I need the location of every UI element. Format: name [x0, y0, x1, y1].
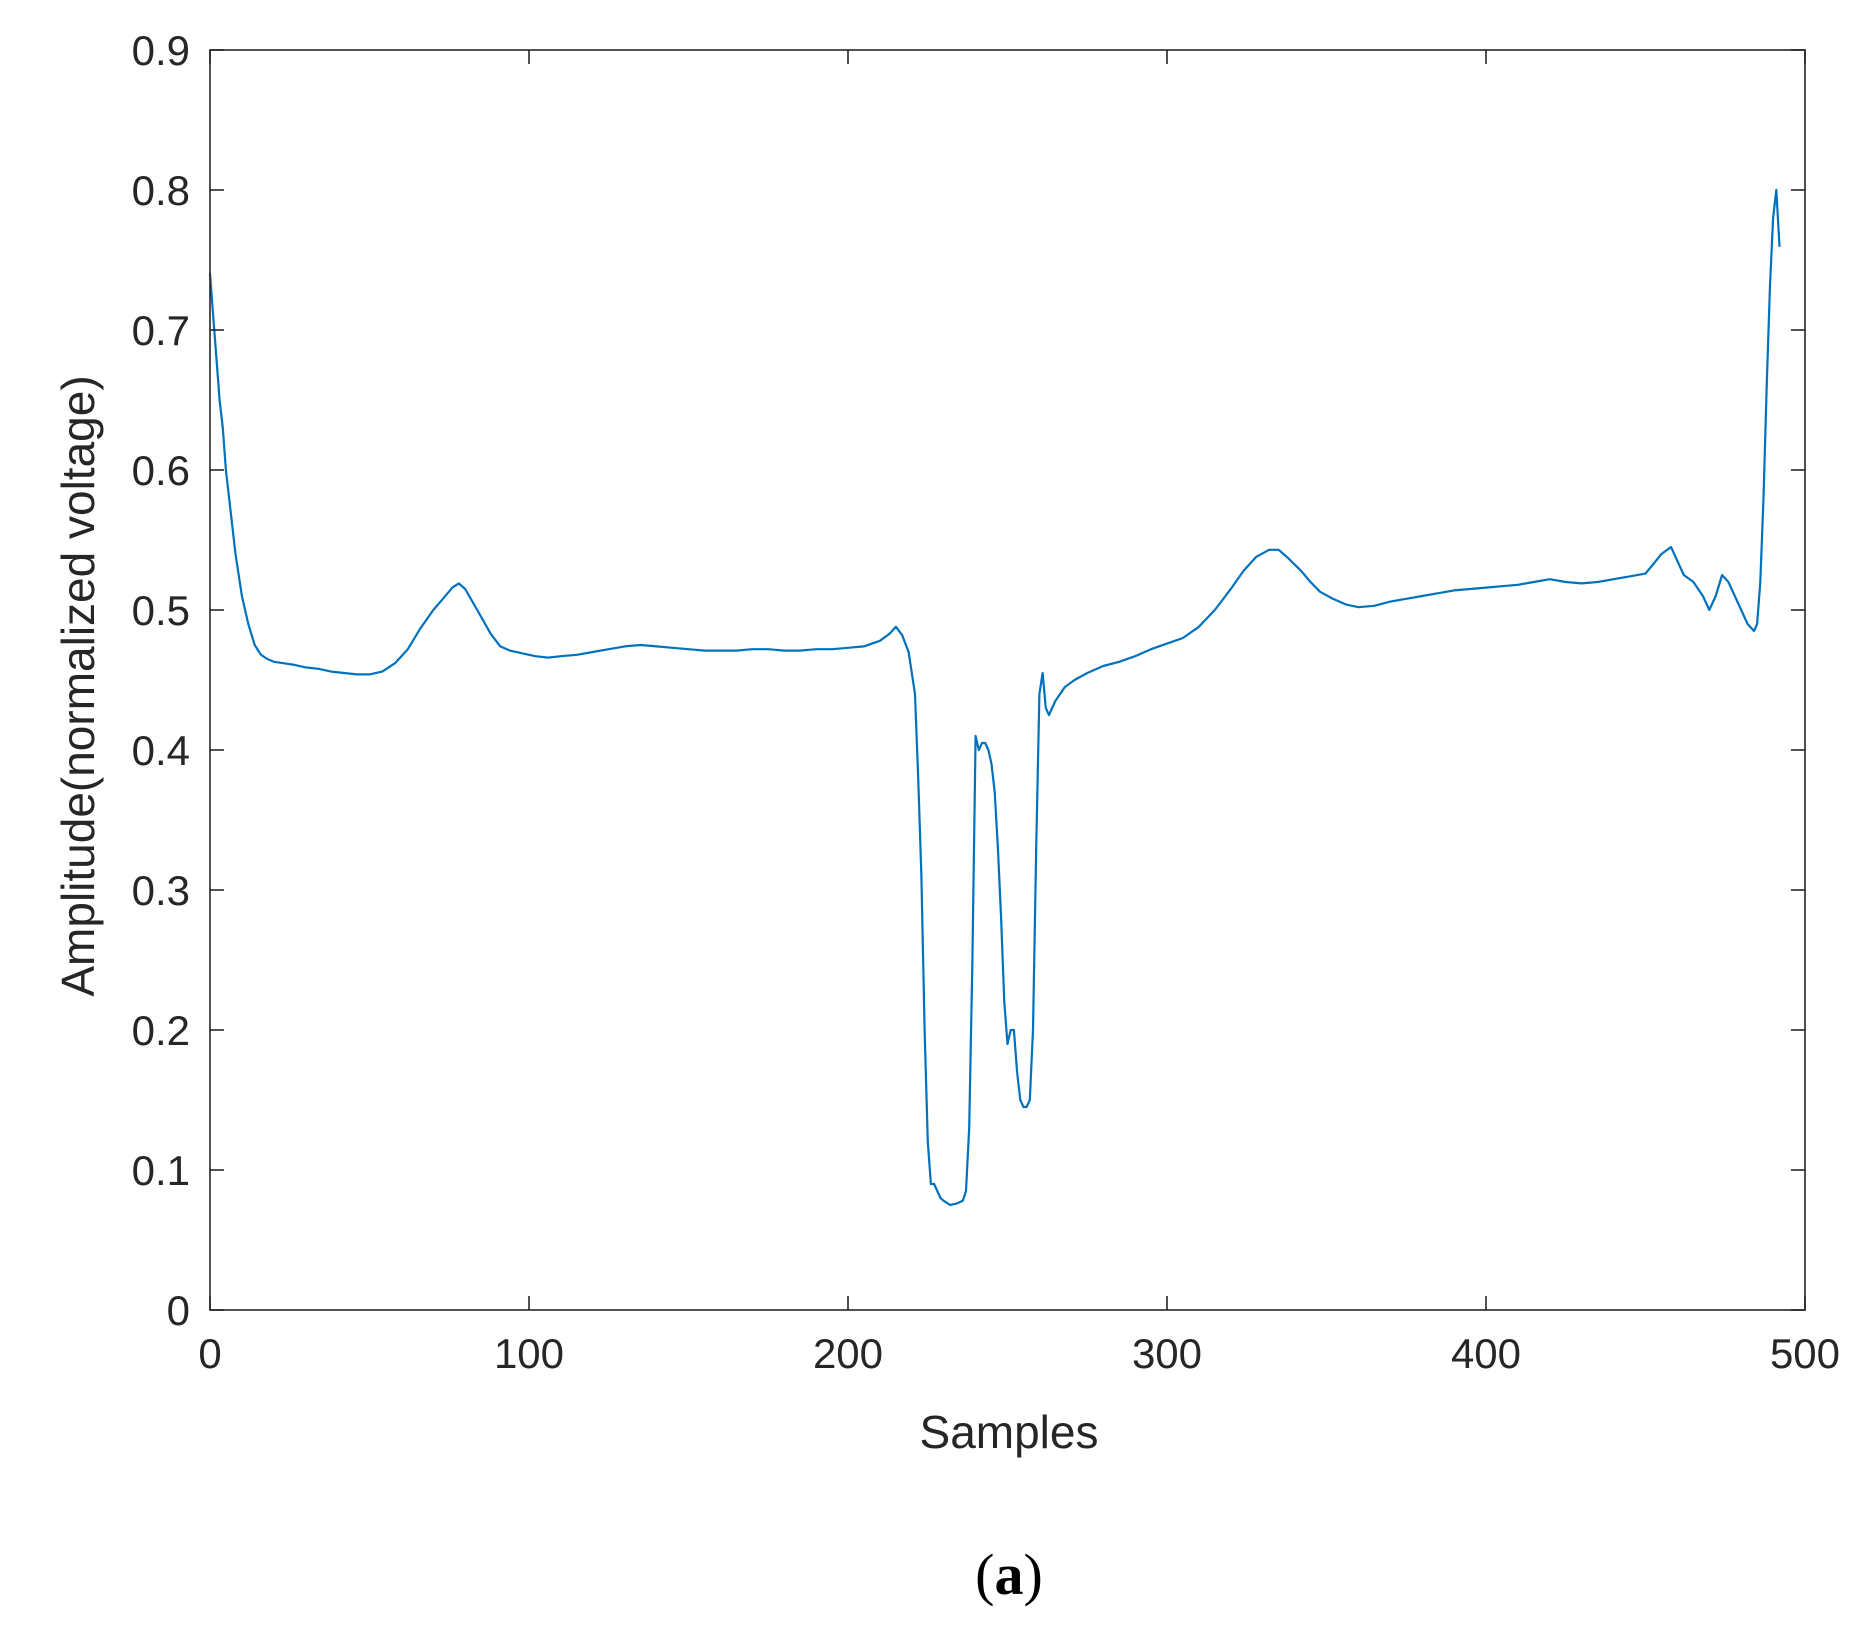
x-tick-label: 200 [813, 1330, 883, 1377]
y-tick-label: 0.4 [132, 727, 190, 774]
x-tick-label: 0 [198, 1330, 221, 1377]
y-tick-label: 0.2 [132, 1007, 190, 1054]
y-tick-label: 0.9 [132, 27, 190, 74]
y-tick-label: 0.3 [132, 867, 190, 914]
panel-label: (a) [975, 1542, 1043, 1607]
y-tick-label: 0.1 [132, 1147, 190, 1194]
x-tick-label: 300 [1132, 1330, 1202, 1377]
series-line-0 [208, 188, 1781, 1207]
y-tick-label: 0.7 [132, 307, 190, 354]
y-tick-label: 0.6 [132, 447, 190, 494]
y-tick-label: 0 [167, 1287, 190, 1334]
x-tick-label: 500 [1770, 1330, 1840, 1377]
x-tick-label: 100 [494, 1330, 564, 1377]
y-tick-label: 0.5 [132, 587, 190, 634]
x-tick-label: 400 [1451, 1330, 1521, 1377]
panel-label-letter: a [995, 1542, 1024, 1607]
x-axis-title: Samples [920, 1406, 1099, 1458]
tick-labels: 0 100 200 300 400 500 0 0.1 0.2 0.3 0.4 0.5 0.6 0.7 0.… [132, 27, 1840, 1377]
axis-ticks [209, 49, 1806, 1311]
panel-label-open: ( [975, 1542, 994, 1607]
y-axis-title: Amplitude(normalized voltage) [52, 375, 104, 996]
axes-box [209, 49, 1806, 1311]
y-tick-label: 0.8 [132, 167, 190, 214]
plot-area [208, 49, 1806, 1311]
panel-label-close: ) [1024, 1542, 1043, 1607]
